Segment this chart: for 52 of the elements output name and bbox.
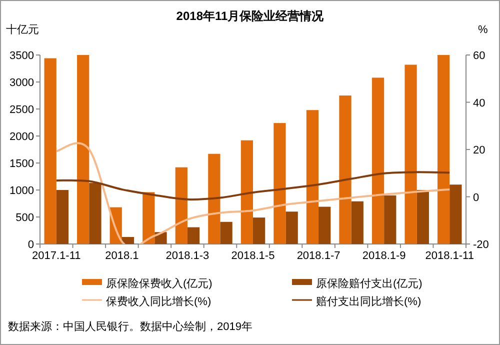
y-tick-label: 0 xyxy=(28,239,34,251)
bar xyxy=(339,96,352,244)
y-tick-label: 2500 xyxy=(10,104,34,116)
legend-label: 保费收入同比增长(%) xyxy=(106,295,212,308)
x-tick-label: 2018.1-11 xyxy=(425,250,474,262)
legend-label: 原保险赔付支出(亿元) xyxy=(316,277,422,290)
y-tick-label: 2000 xyxy=(10,131,34,143)
bar xyxy=(450,184,462,244)
bar xyxy=(89,182,102,244)
chart-title: 2018年11月保险业经营情况 xyxy=(176,9,325,23)
bar xyxy=(351,201,364,244)
bar xyxy=(253,218,266,244)
x-tick-label: 2018.1-3 xyxy=(166,250,210,262)
bar xyxy=(372,78,384,244)
legend-label: 原保险保费收入(亿元) xyxy=(106,277,212,290)
y-tick-label: 3000 xyxy=(10,77,34,89)
y-tick-label: 1000 xyxy=(10,185,34,197)
y-axis-title: 十亿元 xyxy=(6,23,39,36)
y-tick-label: 1500 xyxy=(10,158,34,170)
bar xyxy=(404,64,417,244)
bar xyxy=(56,190,69,244)
bar xyxy=(384,195,396,244)
source-note: 数据来源：中国人民银行。数据中心绘制，2019年 xyxy=(8,320,252,333)
bar xyxy=(416,190,429,244)
bar xyxy=(437,55,450,244)
x-tick-label: 2018.1-7 xyxy=(296,250,340,262)
legend-label: 赔付支出同比增长(%) xyxy=(316,295,422,308)
y2-tick-label: -20 xyxy=(473,239,489,251)
bar xyxy=(240,140,253,244)
bar xyxy=(187,227,200,244)
y-tick-label: 500 xyxy=(16,212,34,224)
bar xyxy=(274,123,286,244)
y2-tick-label: 20 xyxy=(473,144,486,156)
bar xyxy=(44,58,56,244)
bar xyxy=(306,110,319,244)
y2-tick-label: 60 xyxy=(473,50,486,62)
bar xyxy=(286,212,298,244)
y2-tick-label: 0 xyxy=(473,192,480,204)
x-tick-label: 2017.1-11 xyxy=(32,250,81,262)
x-tick-label: 2018.1-9 xyxy=(362,250,406,262)
y2-tick-label: 40 xyxy=(473,97,486,110)
x-tick-label: 2018.1 xyxy=(105,250,139,262)
bar xyxy=(77,55,90,244)
bar xyxy=(208,154,220,244)
bar xyxy=(175,167,188,244)
y2-axis-title: % xyxy=(478,24,488,36)
bar xyxy=(220,222,232,244)
y-tick-label: 3500 xyxy=(10,50,34,62)
bar xyxy=(122,236,134,244)
bar xyxy=(142,192,155,244)
x-tick-label: 2018.1-5 xyxy=(231,250,275,262)
bar xyxy=(318,206,331,244)
